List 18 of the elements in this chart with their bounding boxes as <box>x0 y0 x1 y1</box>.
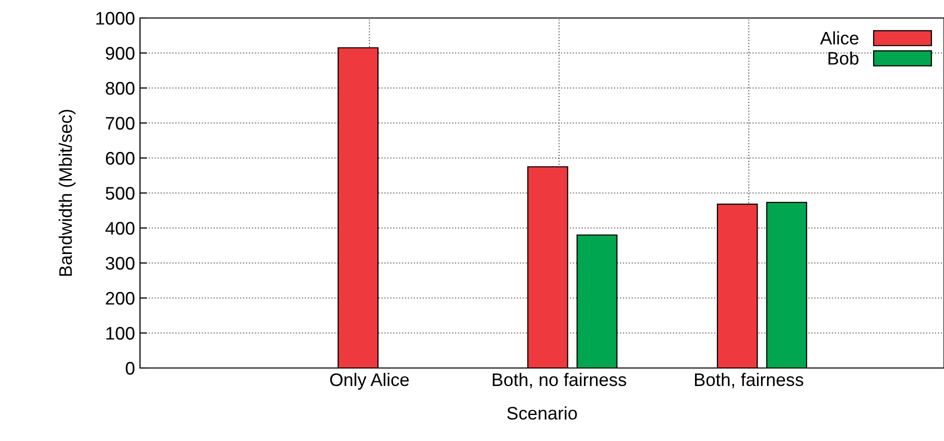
x-axis-title: Scenario <box>507 406 577 420</box>
legend-label: Bob <box>828 51 858 65</box>
x-tick-label: Only Alice <box>330 372 409 390</box>
y-tick-label: 400 <box>105 222 134 235</box>
y-tick-label: 0 <box>126 362 134 375</box>
x-tick-label: Both, no fairness <box>492 372 626 388</box>
y-tick-label: 500 <box>106 186 134 200</box>
y-tick-label: 600 <box>106 152 134 165</box>
y-tick-label: 100 <box>106 326 134 340</box>
y-tick-label: 200 <box>106 292 134 305</box>
y-tick-label: 700 <box>106 116 134 130</box>
y-tick-label: 900 <box>106 46 134 60</box>
y-tick-label: 800 <box>106 82 134 95</box>
y-axis-title: Bandwidth (Mbit/sec) <box>58 110 76 276</box>
x-tick-label: Both, fairness <box>695 372 804 388</box>
y-tick-label: 1000 <box>96 12 134 25</box>
y-tick-label: 300 <box>106 256 134 270</box>
legend-label: Alice <box>820 31 858 45</box>
